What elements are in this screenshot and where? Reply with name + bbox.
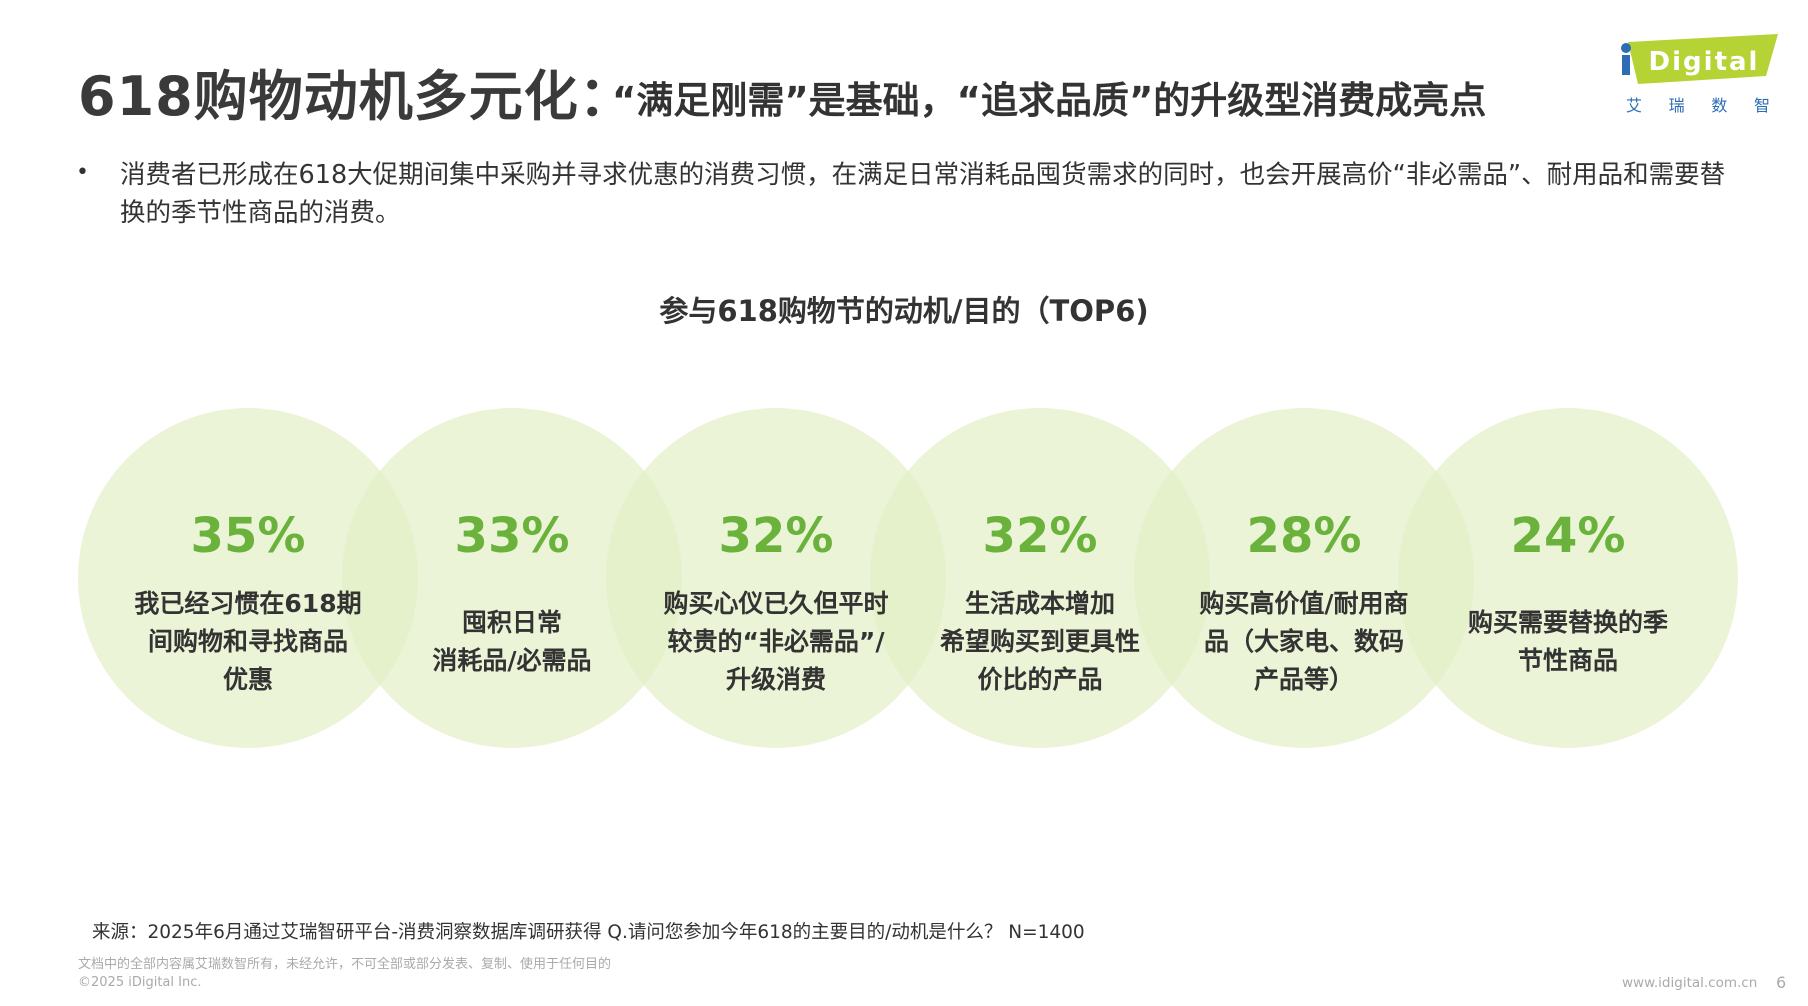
value-label-5: 28% bbox=[1247, 508, 1362, 564]
page-title: 618购物动机多元化： bbox=[78, 65, 634, 128]
bubble-2 bbox=[342, 408, 682, 748]
summary-text: 消费者已形成在618大促期间集中采购并寻求优惠的消费习惯，在满足日常消耗品囤货需… bbox=[120, 160, 1726, 228]
category-label-3-line-2: 较贵的“非必需品”/ bbox=[668, 627, 886, 656]
category-label-3-line-1: 购买心仪已久但平时 bbox=[663, 589, 888, 618]
category-label-2-line-1: 囤积日常 bbox=[462, 608, 562, 637]
category-label-4-line-3: 价比的产品 bbox=[977, 665, 1102, 694]
category-label-6-line-2: 节性商品 bbox=[1518, 646, 1618, 675]
value-label-6: 24% bbox=[1511, 508, 1626, 564]
bubble-5 bbox=[1134, 408, 1474, 748]
category-label-4-line-1: 生活成本增加 bbox=[965, 589, 1115, 618]
value-label-1: 35% bbox=[191, 508, 306, 564]
category-label-1-line-3: 优惠 bbox=[223, 665, 273, 694]
source-note: 来源：2025年6月通过艾瑞智研平台-消费洞察数据库调研获得 Q.请问您参加今年… bbox=[92, 922, 1085, 943]
bubble-6 bbox=[1398, 408, 1738, 748]
category-label-1-line-1: 我已经习惯在618期 bbox=[134, 589, 361, 618]
bubble-1 bbox=[78, 408, 418, 748]
chart-title: 参与618购物节的动机/目的（TOP6) bbox=[659, 294, 1149, 328]
bubble-3 bbox=[606, 408, 946, 748]
category-label-4-line-2: 希望购买到更具性 bbox=[940, 627, 1140, 656]
bubble-4 bbox=[870, 408, 1210, 748]
copyright-notice: 文档中的全部内容属艾瑞数智所有，未经允许，不可全部或部分发表、复制、使用于任何目… bbox=[78, 957, 612, 972]
category-label-1-line-2: 间购物和寻找商品 bbox=[148, 627, 348, 656]
category-label-5-line-3: 产品等） bbox=[1254, 665, 1354, 694]
category-label-5-line-1: 购买高价值/耐用商 bbox=[1199, 589, 1408, 618]
value-label-4: 32% bbox=[983, 508, 1098, 564]
logo-chinese-text: 艾 瑞 数 智 bbox=[1626, 96, 1770, 115]
value-label-3: 32% bbox=[719, 508, 834, 564]
category-label-6-line-1: 购买需要替换的季 bbox=[1468, 608, 1668, 637]
category-label-2-line-2: 消耗品/必需品 bbox=[432, 646, 591, 675]
page-subtitle: “满足刚需”是基础，“追求品质”的升级型消费成亮点 bbox=[612, 79, 1487, 122]
bullet-icon: • bbox=[76, 160, 89, 185]
svg-text:Digital: Digital bbox=[1649, 47, 1760, 77]
page-number: 6 bbox=[1776, 973, 1787, 992]
category-label-5-line-2: 品（大家电、数码 bbox=[1204, 627, 1404, 656]
copyright-company: ©2025 iDigital Inc. bbox=[78, 975, 202, 990]
value-label-2: 33% bbox=[455, 508, 570, 564]
idigital-logo: Digital 艾 瑞 数 智 bbox=[1618, 34, 1786, 116]
website-link[interactable]: www.idigital.com.cn bbox=[1622, 975, 1758, 991]
category-label-3-line-3: 升级消费 bbox=[726, 665, 826, 694]
